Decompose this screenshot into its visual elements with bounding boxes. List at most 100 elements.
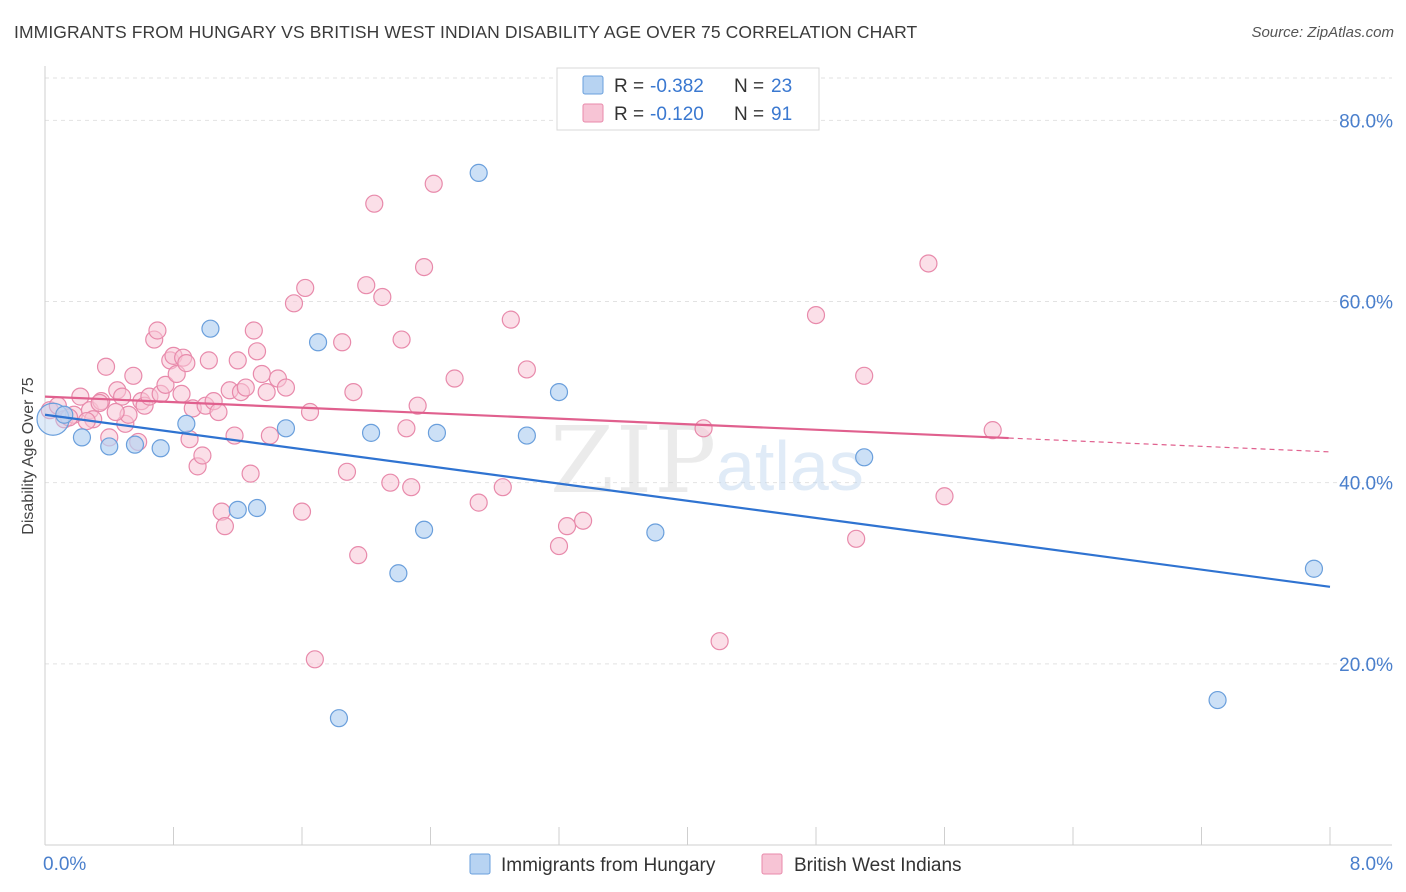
legend-r-label-bwi: R = [614, 104, 644, 125]
y-tick-label-3: 80.0% [1339, 111, 1393, 132]
point-bwi-22 [156, 375, 175, 394]
point-hungary-1 [55, 405, 74, 424]
point-bwi-20 [148, 321, 167, 340]
legend-swatch-bottom-bwi [761, 853, 783, 875]
source-label: Source: ZipAtlas.com [1251, 24, 1394, 41]
point-bwi-59 [344, 382, 363, 402]
point-bwi-66 [397, 419, 416, 438]
legend-swatch-bwi [582, 103, 604, 123]
point-bwi-14 [124, 366, 143, 385]
point-bwi-61 [357, 276, 376, 295]
tick-labels: 20.0% 40.0% 60.0% 80.0% 0.0% 8.0% [43, 111, 1393, 875]
point-bwi-26 [172, 384, 191, 404]
y-tick-label-1: 40.0% [1339, 474, 1393, 495]
point-bwi-82 [847, 529, 866, 548]
legend-label-hungary: Immigrants from Hungary [501, 855, 716, 876]
legend-r-value-bwi: -0.120 [650, 104, 704, 125]
point-bwi-4 [71, 387, 90, 406]
point-bwi-8 [96, 357, 116, 376]
point-hungary-21 [855, 448, 874, 467]
point-bwi-48 [257, 382, 276, 402]
point-bwi-75 [517, 360, 536, 379]
trend-line-bwi [44, 395, 1009, 440]
trend-line-ext-bwi [1008, 437, 1331, 453]
point-bwi-89 [90, 393, 109, 413]
legend-n-value-hungary: 23 [771, 76, 792, 97]
axes [44, 66, 1392, 846]
point-hungary-6 [177, 414, 196, 433]
point-bwi-79 [694, 419, 713, 438]
legend-swatch-hungary [582, 75, 604, 95]
point-hungary-9 [247, 498, 267, 518]
point-bwi-57 [333, 333, 352, 352]
watermark-atlas: atlas [716, 427, 864, 505]
point-bwi-67 [402, 478, 421, 497]
point-hungary-23 [1304, 559, 1324, 578]
point-bwi-56 [305, 650, 324, 669]
point-hungary-16 [427, 423, 447, 442]
point-bwi-54 [296, 278, 315, 298]
point-bwi-32 [193, 446, 212, 465]
point-bwi-51 [276, 378, 296, 397]
y-tick-label-2: 60.0% [1339, 293, 1393, 314]
point-bwi-69 [414, 257, 434, 277]
point-bwi-28 [177, 354, 196, 373]
point-bwi-63 [373, 287, 392, 307]
point-bwi-34 [199, 351, 218, 370]
point-bwi-70 [424, 174, 443, 193]
legend-label-bwi: British West Indians [794, 855, 962, 876]
point-hungary-15 [414, 520, 434, 539]
point-bwi-60 [349, 546, 368, 565]
point-hungary-22 [1208, 690, 1227, 710]
legend-swatch-bottom-hungary [469, 853, 491, 875]
y-tick-label-0: 20.0% [1339, 655, 1393, 676]
point-bwi-43 [236, 378, 255, 397]
point-hungary-20 [646, 523, 665, 542]
point-bwi-86 [983, 421, 1002, 440]
point-bwi-65 [392, 330, 411, 349]
point-hungary-3 [100, 437, 119, 456]
point-hungary-11 [308, 333, 328, 352]
point-bwi-46 [247, 342, 267, 361]
point-bwi-85 [935, 487, 954, 506]
correlation-legend: R = -0.382 N = 23 R = -0.120 N = 91 [556, 67, 820, 131]
point-bwi-55 [300, 402, 320, 422]
point-bwi-78 [573, 511, 593, 530]
point-bwi-83 [855, 366, 874, 385]
point-bwi-44 [241, 464, 260, 483]
point-hungary-8 [228, 500, 247, 519]
legend-r-value-hungary: -0.382 [650, 76, 704, 97]
point-bwi-47 [252, 364, 271, 384]
y-axis-label: Disability Age Over 75 [20, 377, 37, 535]
point-bwi-68 [408, 396, 427, 415]
legend-n-label-bwi: N = [734, 104, 764, 125]
point-bwi-36 [209, 402, 228, 422]
point-bwi-53 [292, 502, 312, 521]
point-hungary-5 [151, 439, 170, 458]
point-bwi-81 [806, 305, 826, 325]
x-tick-label-0: 0.0% [43, 854, 86, 875]
legend-n-label-hungary: N = [734, 76, 764, 97]
point-hungary-4 [125, 435, 145, 454]
point-hungary-19 [549, 382, 569, 402]
watermark: ZIP atlas [550, 407, 864, 514]
point-bwi-90 [106, 402, 125, 422]
point-hungary-12 [329, 709, 349, 728]
point-hungary-13 [361, 423, 381, 442]
chart-title: IMMIGRANTS FROM HUNGARY VS BRITISH WEST … [14, 22, 918, 42]
point-bwi-76 [549, 536, 569, 556]
trend-line-hungary [44, 413, 1331, 588]
point-bwi-11 [112, 387, 132, 406]
point-bwi-72 [469, 493, 488, 512]
point-bwi-84 [919, 254, 938, 273]
point-bwi-80 [710, 632, 729, 651]
point-bwi-58 [337, 462, 357, 481]
point-hungary-2 [72, 428, 92, 447]
point-hungary-14 [389, 564, 408, 583]
series-legend: Immigrants from Hungary British West Ind… [469, 853, 962, 876]
point-bwi-71 [445, 369, 464, 388]
point-hungary-17 [469, 163, 488, 182]
point-bwi-38 [215, 517, 234, 536]
point-bwi-77 [557, 517, 577, 536]
